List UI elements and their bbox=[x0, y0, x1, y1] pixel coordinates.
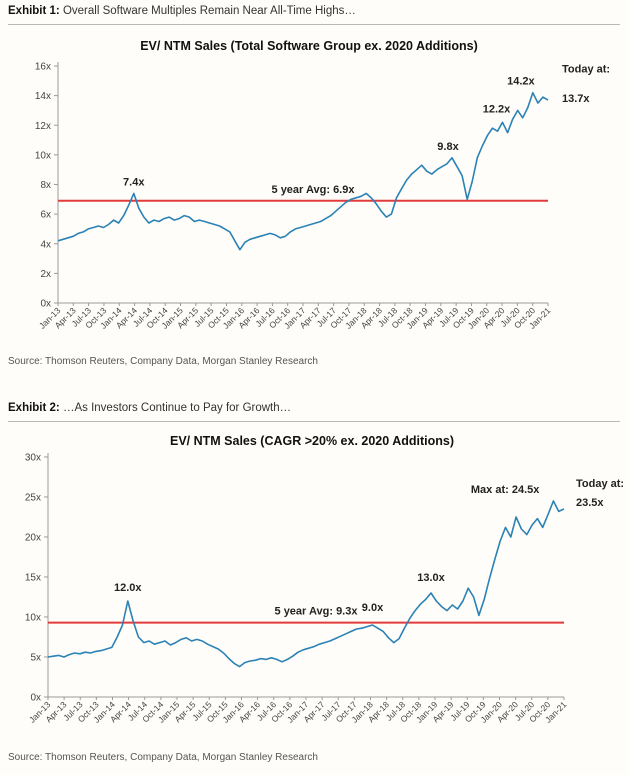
y-tick-label: 0x bbox=[30, 693, 41, 704]
series-line bbox=[47, 500, 565, 668]
y-tick-label: 14x bbox=[35, 91, 51, 102]
chart-title: EV/ NTM Sales (CAGR >20% ex. 2020 Additi… bbox=[170, 434, 454, 448]
exhibit-2-caption: …As Investors Continue to Pay for Growth… bbox=[62, 402, 292, 414]
average-label: 5 year Avg: 6.9x bbox=[272, 184, 356, 196]
exhibit-1-header: Exhibit 1: Overall Software Multiples Re… bbox=[8, 5, 356, 17]
data-annotation: 9.8x bbox=[437, 141, 459, 153]
y-tick-label: 10x bbox=[35, 150, 51, 161]
y-tick-label: 2x bbox=[40, 269, 51, 280]
exhibit-1-caption: Overall Software Multiples Remain Near A… bbox=[62, 5, 356, 17]
y-tick-label: 15x bbox=[25, 573, 41, 584]
y-tick-label: 10x bbox=[25, 613, 41, 624]
series-line bbox=[57, 91, 549, 251]
chart-1: EV/ NTM Sales (Total Software Group ex. … bbox=[35, 39, 610, 331]
y-tick-label: 30x bbox=[25, 453, 41, 464]
exhibit-2-label: Exhibit 2: bbox=[8, 402, 60, 414]
data-annotation: Today at: bbox=[562, 64, 610, 76]
y-tick-label: 4x bbox=[40, 239, 51, 250]
exhibit-1-source: Source: Thomson Reuters, Company Data, M… bbox=[8, 356, 318, 367]
exhibit-2-rule bbox=[8, 421, 620, 422]
chart-title: EV/ NTM Sales (Total Software Group ex. … bbox=[140, 39, 478, 53]
y-tick-label: 12x bbox=[35, 121, 51, 132]
exhibit-1-rule bbox=[8, 24, 620, 25]
data-annotation: 9.0x bbox=[362, 602, 384, 614]
data-annotation: 13.7x bbox=[562, 93, 590, 105]
data-annotation: 14.2x bbox=[507, 76, 535, 88]
exhibit-1-label: Exhibit 1: bbox=[8, 5, 60, 17]
data-annotation: 23.5x bbox=[576, 497, 604, 509]
y-tick-label: 6x bbox=[40, 210, 51, 221]
data-annotation: Max at: 24.5x bbox=[471, 484, 540, 496]
exhibit-2-header: Exhibit 2: …As Investors Continue to Pay… bbox=[8, 402, 291, 414]
data-annotation: 12.2x bbox=[483, 103, 511, 115]
y-tick-label: 5x bbox=[30, 653, 41, 664]
average-label: 5 year Avg: 9.3x bbox=[275, 606, 359, 618]
y-tick-label: 25x bbox=[25, 493, 41, 504]
y-tick-label: 0x bbox=[40, 299, 51, 310]
data-annotation: Today at: bbox=[576, 478, 624, 490]
exhibit-2-source: Source: Thomson Reuters, Company Data, M… bbox=[8, 752, 318, 763]
data-annotation: 12.0x bbox=[114, 582, 142, 594]
y-tick-label: 16x bbox=[35, 62, 51, 73]
y-tick-label: 20x bbox=[25, 533, 41, 544]
data-annotation: 13.0x bbox=[417, 572, 445, 584]
chart-2: EV/ NTM Sales (CAGR >20% ex. 2020 Additi… bbox=[25, 434, 624, 725]
data-annotation: 7.4x bbox=[123, 176, 145, 188]
y-tick-label: 8x bbox=[40, 180, 51, 191]
